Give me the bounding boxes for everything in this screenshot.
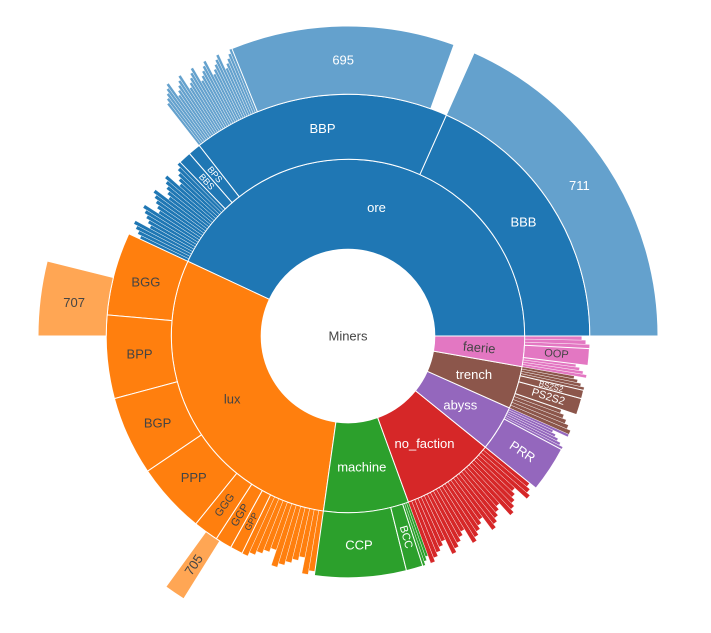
wedge-GPP[interactable] bbox=[230, 489, 272, 554]
wedge-BBS[interactable] bbox=[179, 152, 233, 210]
label-lux: lux bbox=[224, 391, 241, 406]
label-BBB_711: 711 bbox=[569, 178, 590, 193]
label-no_faction: no_faction bbox=[395, 436, 455, 451]
wedge-BCC[interactable] bbox=[390, 503, 424, 572]
center-hole bbox=[269, 257, 427, 415]
label-BGP: BGP bbox=[144, 415, 171, 430]
label-BBB: BBB bbox=[510, 215, 536, 230]
label-BBP_695: 695 bbox=[332, 53, 354, 68]
root-label: Miners bbox=[328, 329, 368, 344]
wedge-PPP_705[interactable] bbox=[165, 530, 221, 600]
label-PPP: PPP bbox=[181, 470, 207, 485]
sunburst-labels: ore lux machine no_faction abyss trench faerie… bbox=[63, 53, 589, 578]
wedge-OOP[interactable] bbox=[522, 344, 590, 367]
label-faerie: faerie bbox=[462, 339, 496, 357]
label-OOP: OOP bbox=[544, 347, 569, 361]
label-BGG: BGG bbox=[131, 274, 160, 289]
wedge-BS2S2[interactable] bbox=[518, 375, 585, 400]
wedge-BBB_711[interactable] bbox=[445, 52, 659, 337]
wedge-BBP_695[interactable] bbox=[231, 25, 455, 113]
sunburst-wedges bbox=[37, 25, 659, 600]
wedge-BGG_707[interactable] bbox=[37, 260, 114, 337]
label-ore: ore bbox=[367, 200, 386, 215]
label-BPP: BPP bbox=[127, 347, 153, 362]
label-BGG_707: 707 bbox=[63, 295, 85, 310]
label-machine: machine bbox=[337, 460, 386, 475]
label-abyss: abyss bbox=[443, 397, 477, 412]
label-CCP: CCP bbox=[345, 537, 372, 552]
label-trench: trench bbox=[456, 367, 492, 382]
wedge-PRR[interactable] bbox=[484, 418, 563, 489]
label-BBP: BBP bbox=[309, 121, 335, 136]
